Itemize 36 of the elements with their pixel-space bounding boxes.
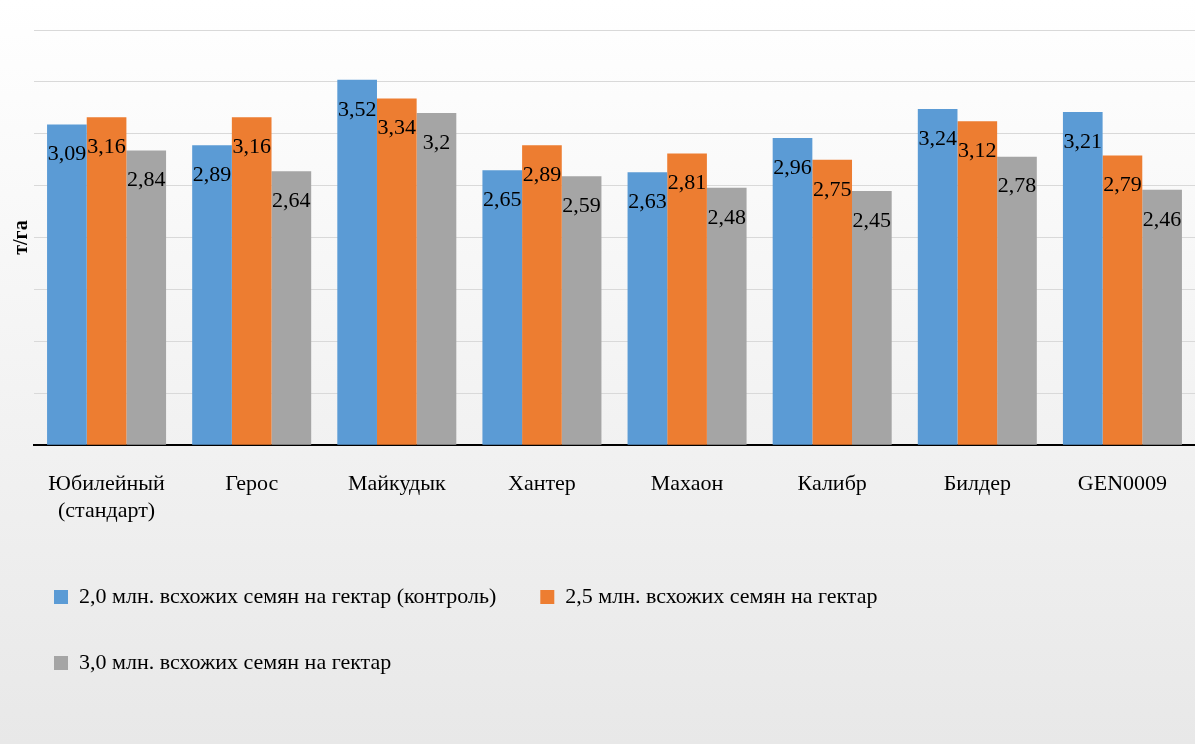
data-label: 2,78 bbox=[997, 172, 1037, 198]
x-tick-label: Юбилейный (стандарт) bbox=[48, 470, 165, 522]
data-label: 3,12 bbox=[958, 137, 997, 163]
data-label: 2,63 bbox=[628, 187, 667, 213]
data-label: 3,52 bbox=[337, 95, 377, 121]
x-tick-label: GEN0009 bbox=[1077, 470, 1168, 496]
x-tick-label: Махаон bbox=[650, 470, 724, 496]
data-label: 3,21 bbox=[1063, 127, 1103, 153]
data-label: 3,2 bbox=[422, 128, 451, 154]
y-axis-title: т/га bbox=[9, 220, 32, 255]
x-tick-label: Майкудык bbox=[347, 470, 446, 496]
data-label: 3,09 bbox=[47, 140, 87, 166]
data-label: 2,45 bbox=[852, 206, 892, 232]
data-label: 3,16 bbox=[87, 132, 126, 158]
data-label: 2,46 bbox=[1142, 205, 1182, 231]
data-label: 2,59 bbox=[562, 192, 601, 218]
data-label: 2,89 bbox=[192, 161, 232, 186]
data-label: 2,48 bbox=[707, 203, 746, 229]
data-label: 2,89 bbox=[522, 161, 562, 186]
legend-label: 2,5 млн. всхожих семян на гектар bbox=[565, 582, 878, 608]
data-label: 2,96 bbox=[773, 153, 812, 179]
data-label: 2,64 bbox=[272, 186, 311, 212]
data-label: 3,34 bbox=[377, 114, 417, 140]
data-label: 2,84 bbox=[126, 166, 166, 192]
legend-label: 2,0 млн. всхожих семян на гектар (контроль) bbox=[79, 582, 497, 608]
legend-label: 3,0 млн. всхожих семян на гектар bbox=[79, 648, 392, 674]
x-tick-label: Билдер bbox=[943, 470, 1011, 496]
data-label: 3,24 bbox=[918, 124, 957, 150]
x-tick-label: Калибр bbox=[797, 470, 867, 496]
data-label: 2,79 bbox=[1103, 171, 1142, 197]
data-label: 2,81 bbox=[667, 169, 707, 195]
data-label: 2,65 bbox=[483, 185, 522, 211]
data-label: 2,75 bbox=[812, 175, 852, 201]
data-label: 3,16 bbox=[232, 132, 271, 158]
x-tick-label: Хантер bbox=[508, 470, 576, 496]
x-tick-label: Герос bbox=[225, 470, 279, 496]
